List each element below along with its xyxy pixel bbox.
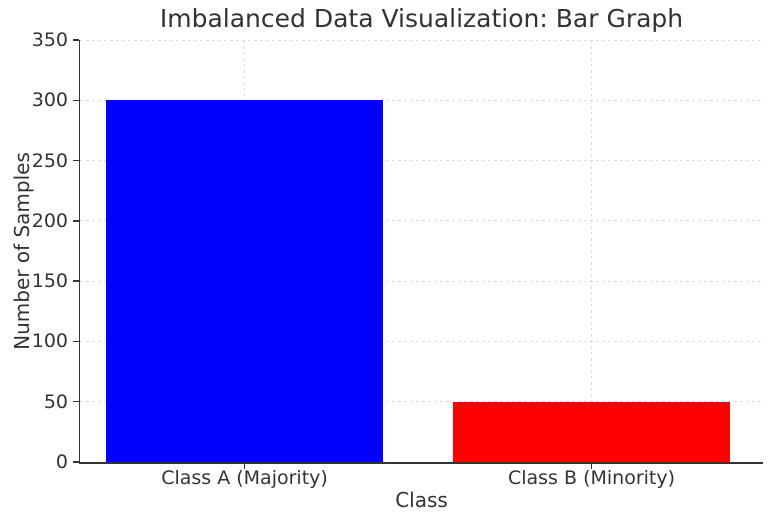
x-tick-mark: [590, 463, 593, 469]
y-gridline: [80, 39, 763, 41]
y-tick-label: 0: [55, 451, 68, 473]
chart-title: Imbalanced Data Visualization: Bar Graph: [159, 4, 684, 33]
y-tick-label: 250: [31, 149, 68, 172]
y-tick-label: 150: [31, 270, 68, 293]
y-tick-mark: [73, 220, 79, 222]
x-axis-label: Class: [395, 488, 448, 512]
y-tick-label: 200: [31, 209, 68, 232]
y-tick-label: 350: [31, 29, 68, 51]
y-gridline: [80, 160, 763, 162]
x-gridline: [591, 40, 592, 462]
y-tick-label: 100: [31, 330, 68, 353]
bar-class-a-majority: [106, 100, 383, 462]
y-axis-spine: [78, 40, 80, 462]
y-tick-mark: [73, 159, 79, 162]
y-gridline: [80, 340, 763, 342]
y-tick-mark: [73, 280, 79, 282]
y-tick-mark: [73, 39, 79, 41]
x-axis-spine: [78, 462, 763, 464]
x-tick-label: Class A (Majority): [161, 467, 328, 489]
y-tick-mark: [73, 99, 79, 102]
y-gridline: [80, 280, 763, 282]
y-gridline: [80, 99, 763, 101]
y-tick-mark: [73, 400, 79, 403]
y-gridline: [80, 401, 763, 403]
y-gridline: [80, 220, 763, 222]
bar-class-b-minority: [453, 401, 730, 462]
x-tick-label: Class B (Minority): [507, 467, 676, 489]
y-tick-mark: [73, 461, 79, 463]
x-tick-mark: [243, 463, 246, 469]
y-tick-mark: [73, 340, 79, 343]
y-tick-label: 300: [31, 89, 68, 112]
y-tick-label: 50: [43, 390, 68, 413]
